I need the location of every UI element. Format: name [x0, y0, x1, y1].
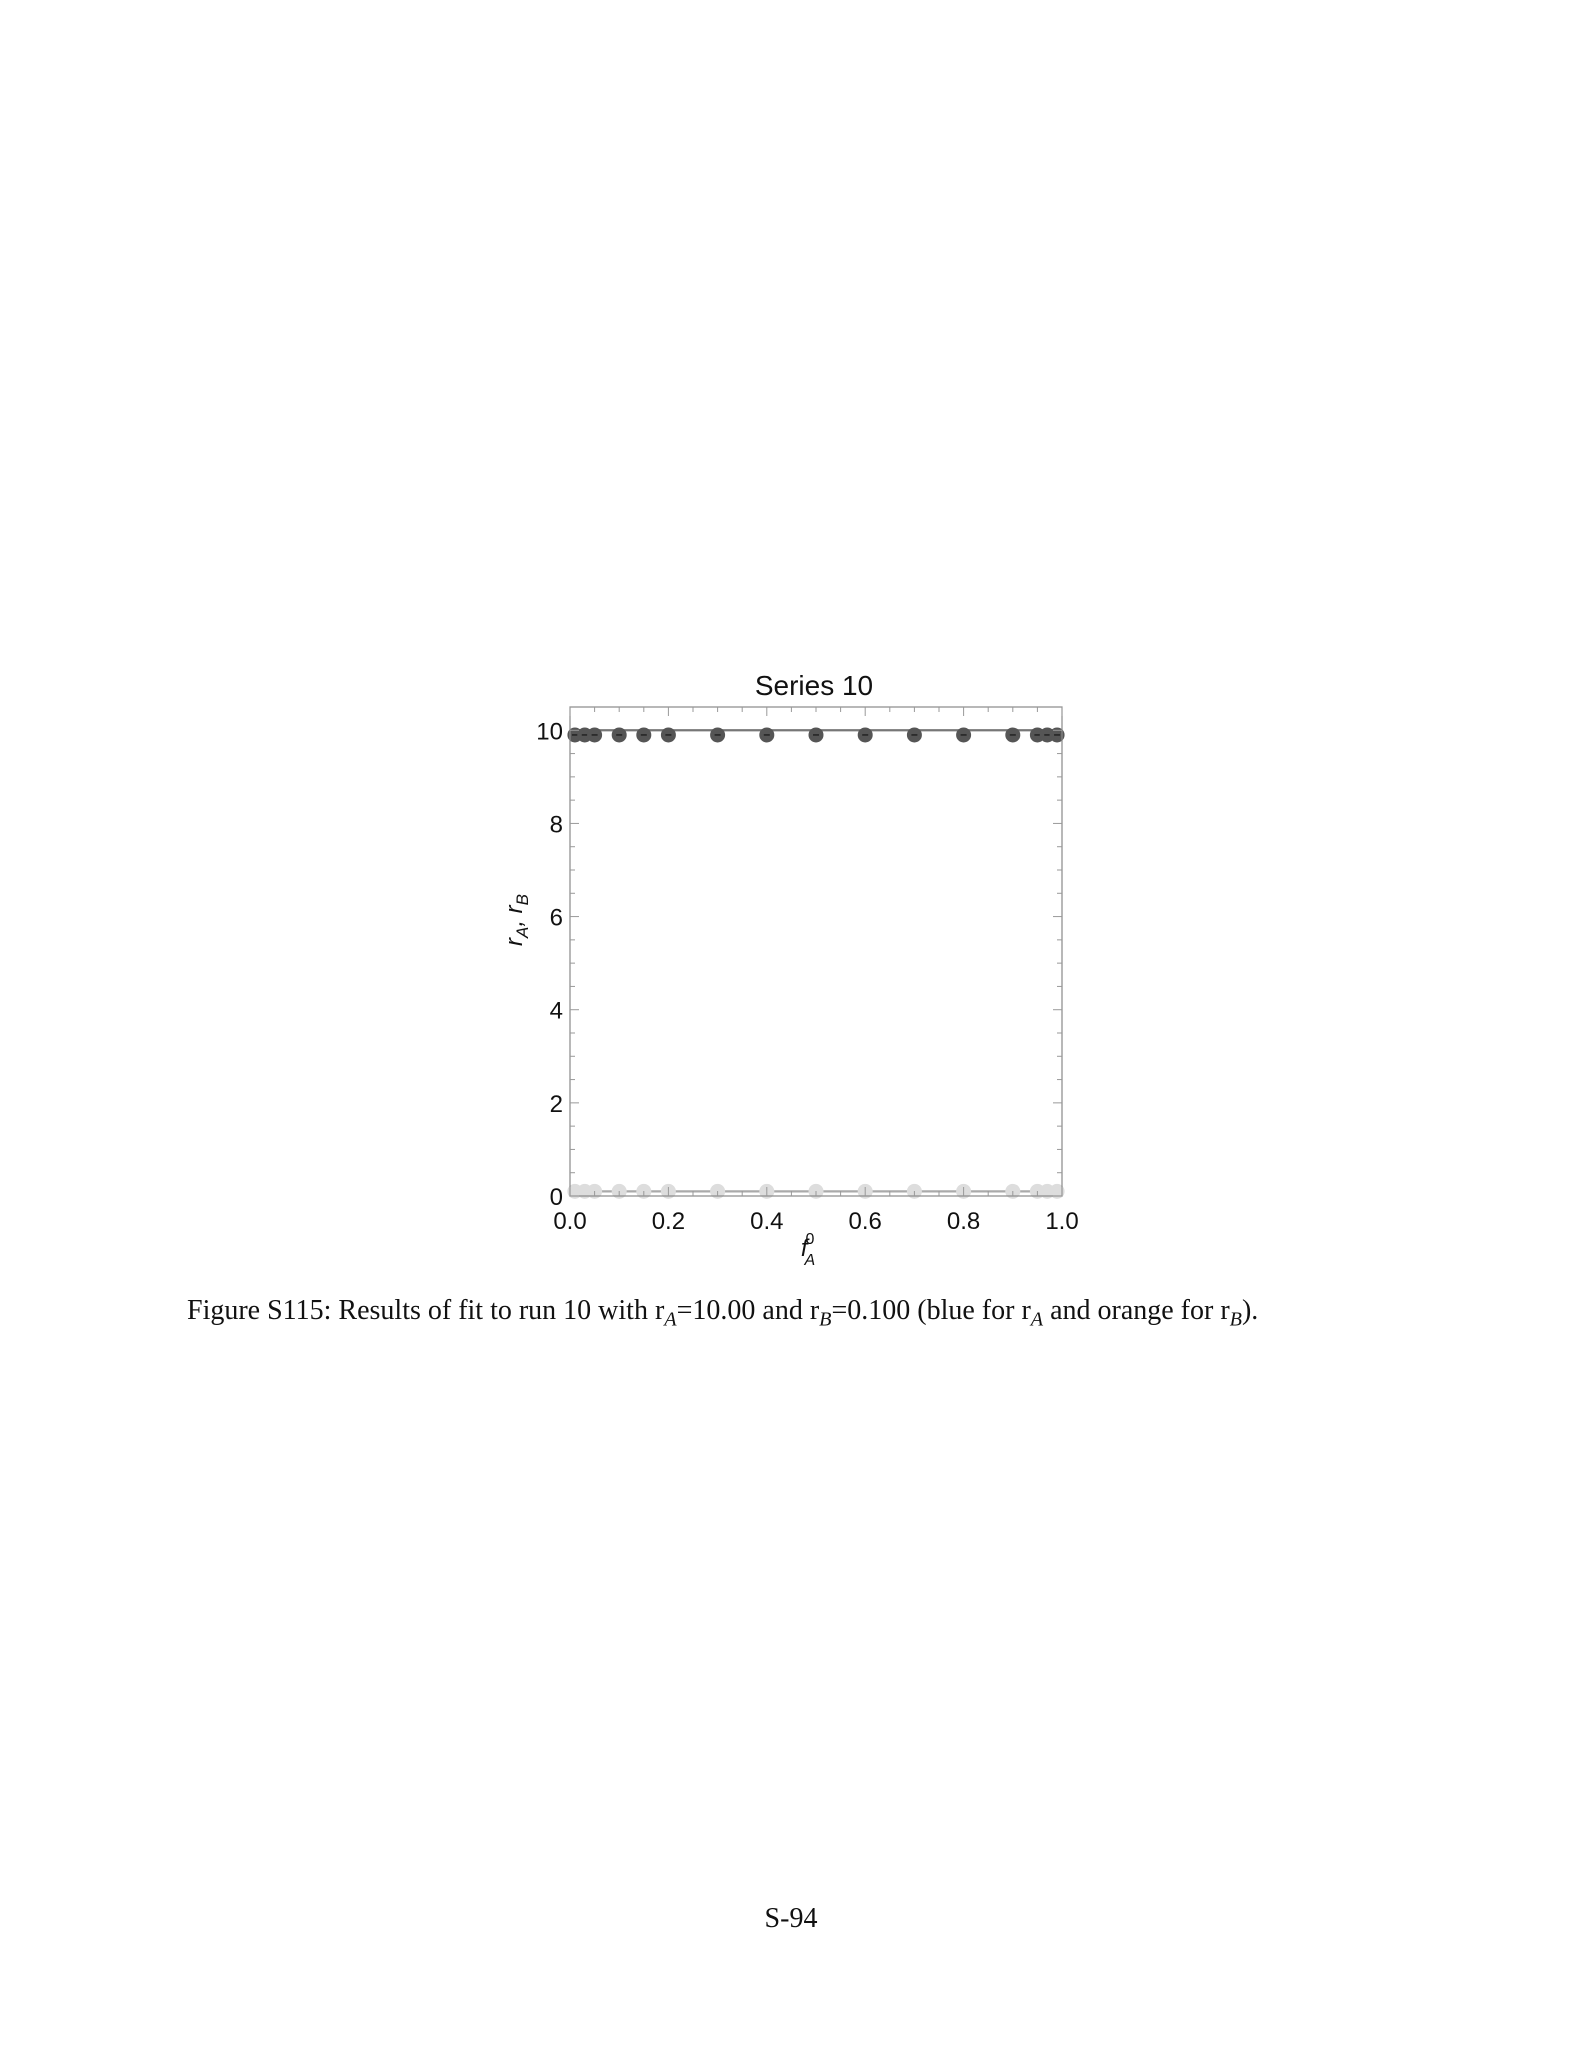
- y-tick-label: 0: [550, 1184, 563, 1211]
- x-tick-label: 0.8: [947, 1208, 980, 1235]
- x-axis-label: f0 A: [801, 1231, 815, 1269]
- plot-frame: [569, 706, 1063, 1197]
- y-tick-label: 4: [550, 998, 563, 1025]
- figure-caption: Figure S115: Results of fit to run 10 wi…: [187, 1295, 1259, 1331]
- page-number: S-94: [764, 1903, 818, 1934]
- data-point: [1049, 1183, 1065, 1199]
- y-tick-label: 8: [550, 811, 563, 838]
- series-ra: [567, 727, 1065, 743]
- y-tick-label: 10: [536, 718, 563, 745]
- series-rb: [567, 1183, 1065, 1199]
- x-tick-label: 1.0: [1045, 1208, 1078, 1235]
- y-tick-label: 2: [550, 1091, 563, 1118]
- x-tick-label: 0.0: [553, 1208, 586, 1235]
- x-tick-label: 0.6: [849, 1208, 882, 1235]
- y-axis-label: rA, rB: [501, 894, 532, 946]
- x-tick-label: 0.2: [652, 1208, 685, 1235]
- chart-title: Series 10: [755, 670, 873, 701]
- x-tick-label: 0.4: [750, 1208, 783, 1235]
- y-tick-label: 6: [550, 905, 563, 932]
